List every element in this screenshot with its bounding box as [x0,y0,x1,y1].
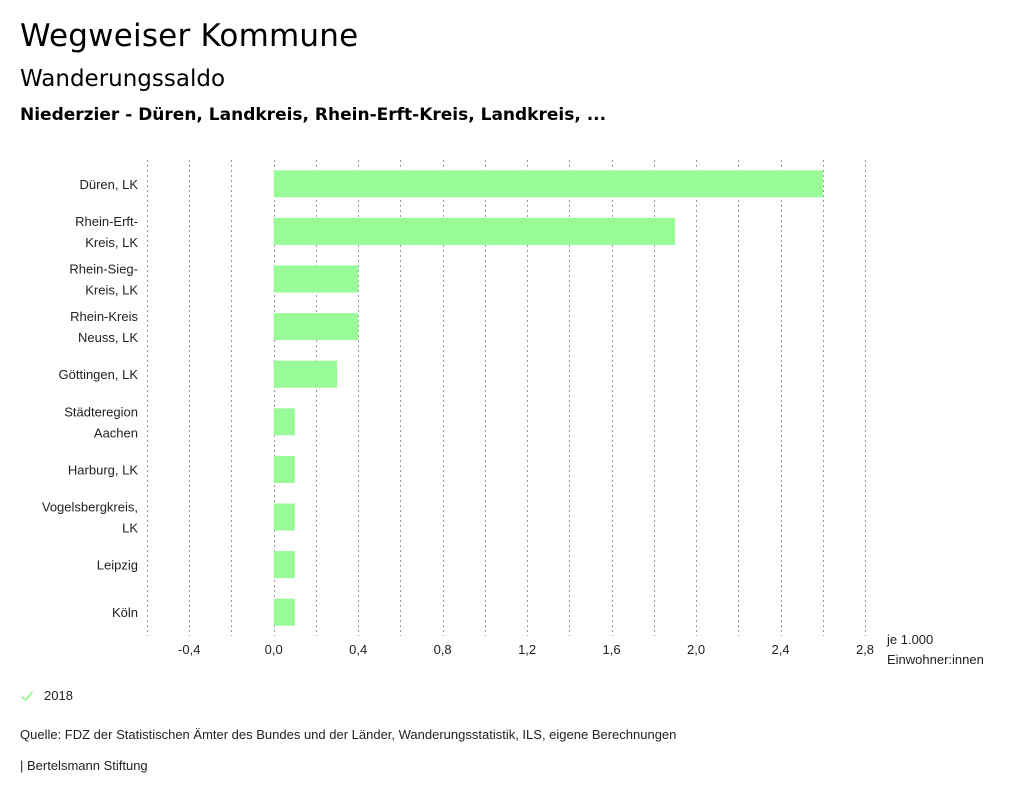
category-label: Städteregion [64,404,138,419]
category-label: Rhein-Sieg- [69,262,138,277]
category-label: Neuss, LK [78,330,138,345]
category-label: Düren, LK [79,177,138,192]
bar[interactable] [273,360,338,388]
category-label: Rhein-Kreis [70,309,138,324]
x-tick-label: 0,4 [349,642,367,657]
category-label: Kreis, LK [85,283,138,298]
bars [273,170,823,626]
unit-label: je 1.000 Einwohner:innen [887,630,984,670]
category-label: Leipzig [97,558,138,573]
category-labels: Düren, LK Rhein-Erft- Kreis, LK Rhein-Sieg-… [42,177,139,620]
legend[interactable]: 2018 [20,688,73,703]
bar[interactable] [273,408,295,436]
bar[interactable] [273,551,295,579]
bar[interactable] [273,313,359,341]
region-label: Niederzier - Düren, Landkreis, Rhein-Erf… [20,105,607,125]
bar[interactable] [273,265,359,293]
category-label: Göttingen, LK [59,367,139,382]
x-tick-labels: -0,4 0,0 0,4 0,8 1,2 1,6 2,0 2,4 2,8 [178,642,874,657]
page-title: Wegweiser Kommune [20,18,359,54]
bar[interactable] [273,170,823,198]
category-label: Köln [112,605,138,620]
x-tick-label: 1,2 [518,642,536,657]
category-label: Kreis, LK [85,235,138,250]
category-label: Rhein-Erft- [75,214,138,229]
check-icon [20,690,34,701]
bar[interactable] [273,598,295,626]
category-label: Aachen [94,425,138,440]
x-tick-label: 1,6 [603,642,621,657]
bar[interactable] [273,503,295,531]
unit-line-1: je 1.000 [887,632,934,647]
x-tick-label: -0,4 [178,642,200,657]
category-label: Vogelsbergkreis, [42,500,138,515]
bar[interactable] [273,217,675,245]
category-label: Harburg, LK [68,462,138,477]
publisher-note: | Bertelsmann Stiftung [20,758,148,773]
bar[interactable] [273,455,295,483]
x-tick-label: 2,0 [687,642,705,657]
chart-subtitle: Wanderungssaldo [20,66,226,92]
source-note: Quelle: FDZ der Statistischen Ämter des … [20,727,677,742]
bar-chart: Düren, LK Rhein-Erft- Kreis, LK Rhein-Sieg-… [42,160,874,657]
x-tick-label: 0,8 [434,642,452,657]
legend-label: 2018 [44,688,73,703]
x-tick-label: 0,0 [265,642,283,657]
x-tick-label: 2,8 [856,642,874,657]
unit-line-2: Einwohner:innen [887,652,984,667]
x-tick-label: 2,4 [771,642,789,657]
category-label: LK [122,521,138,536]
